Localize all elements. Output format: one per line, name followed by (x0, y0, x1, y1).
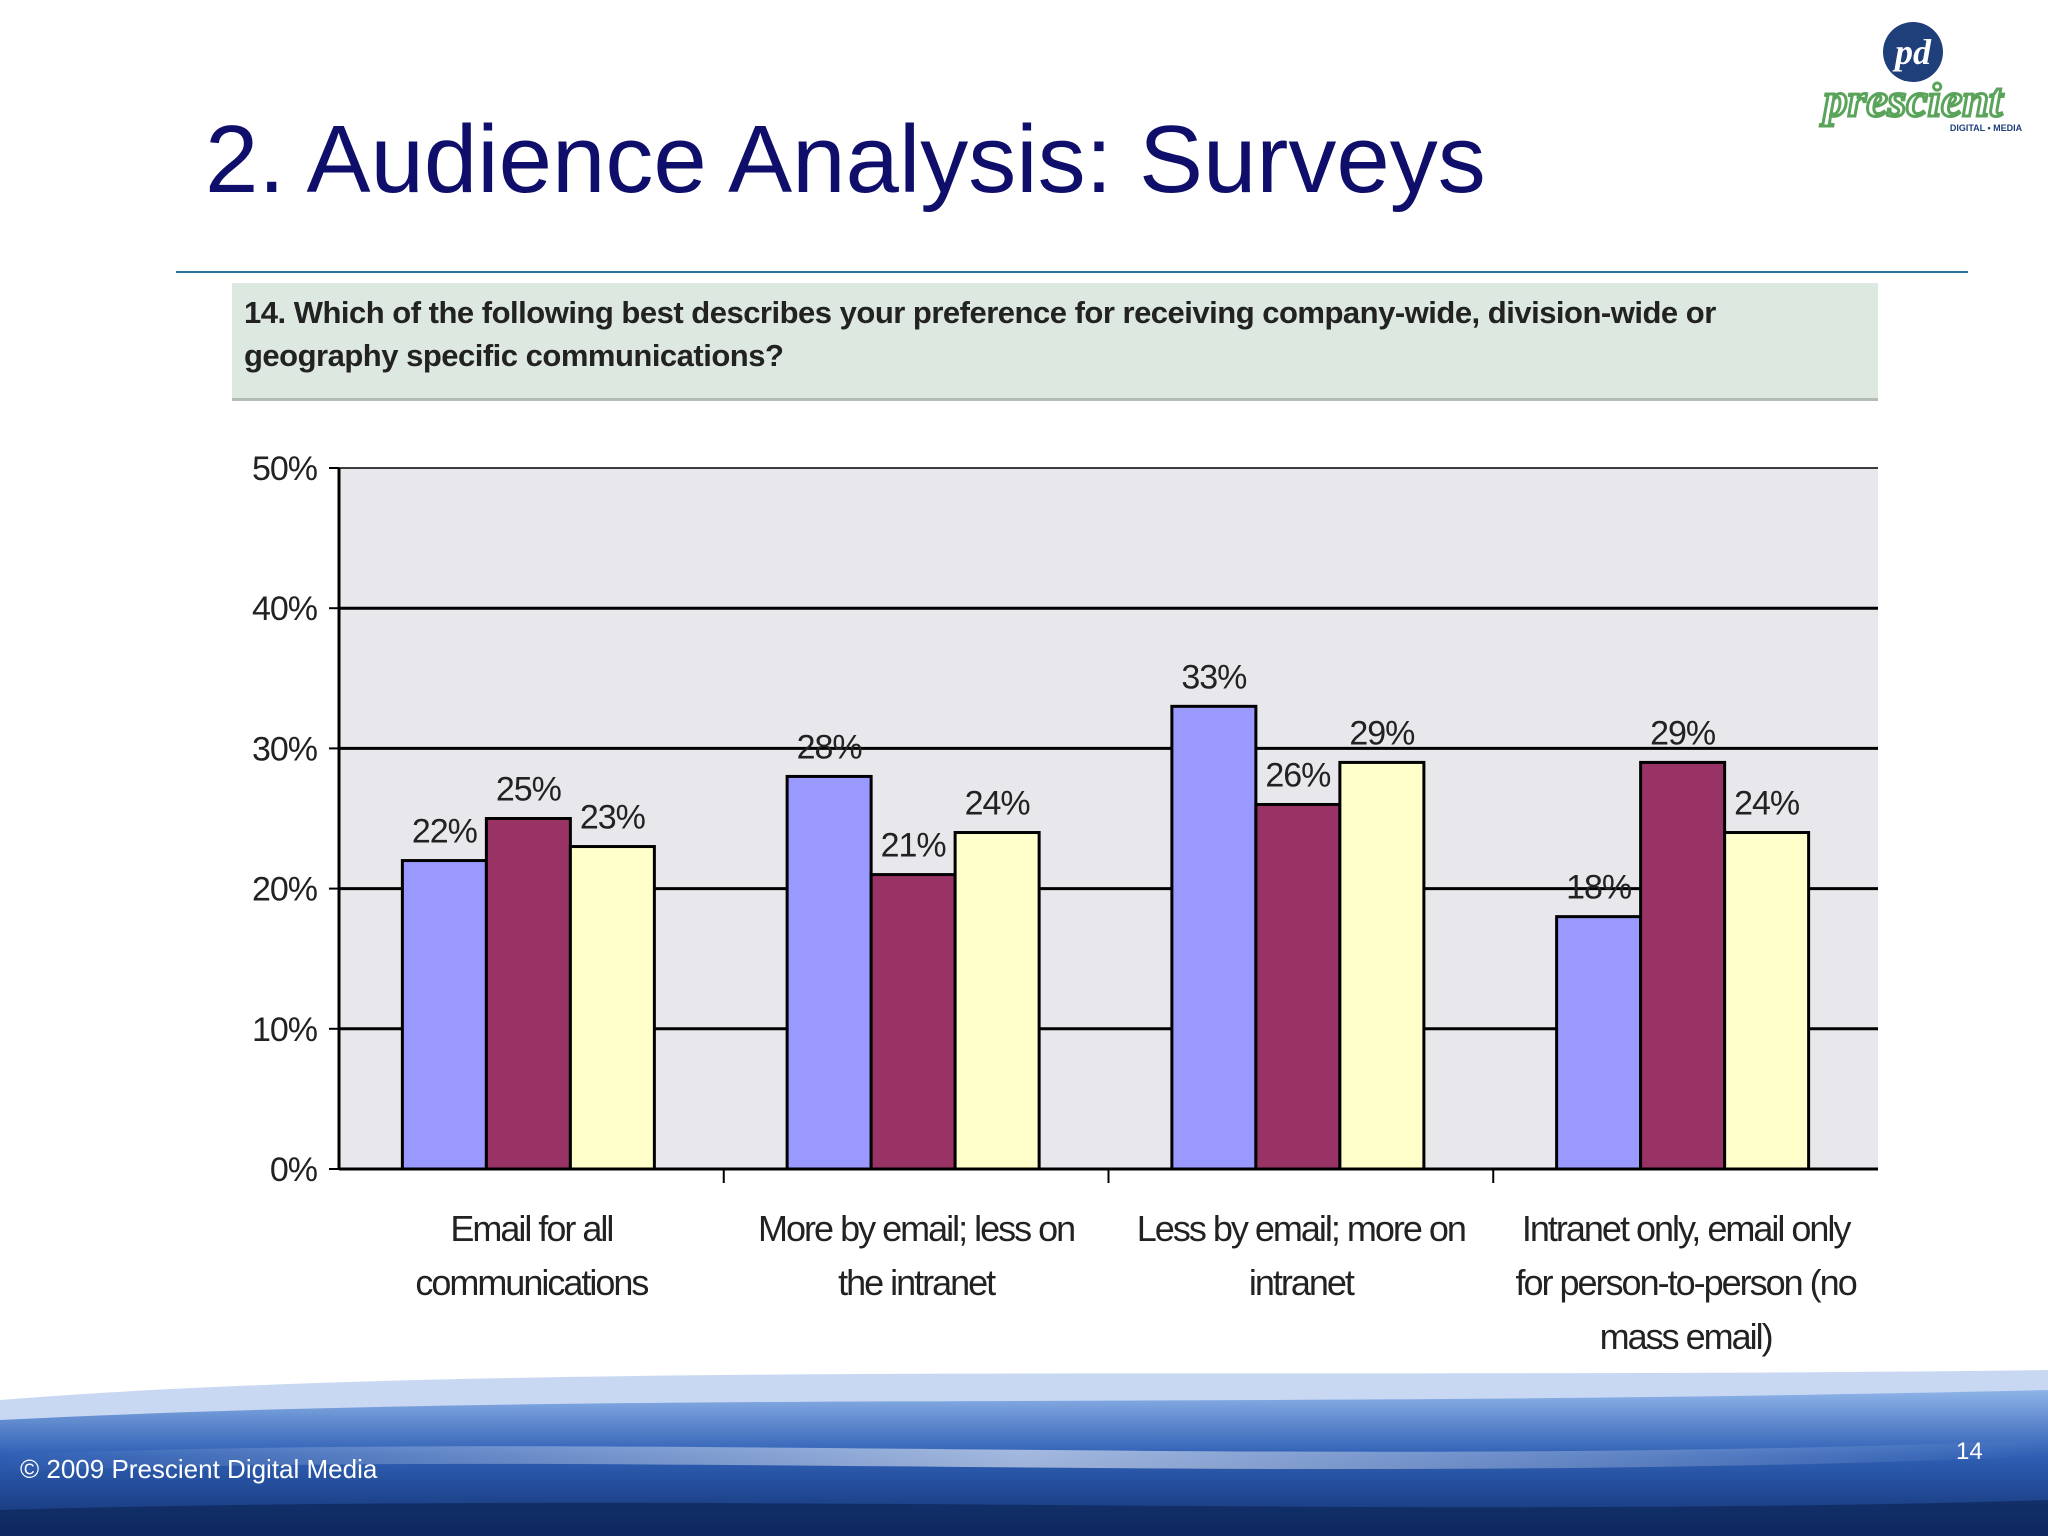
y-tick-label: 0% (270, 1151, 318, 1189)
bar (1555, 915, 1643, 1171)
y-tick-label: 10% (252, 1011, 318, 1049)
question-banner: 14. Which of the following best describe… (232, 283, 1878, 401)
data-label: 28% (797, 728, 863, 766)
data-label: 29% (1650, 714, 1716, 752)
x-category-label: for person-to-person (no (1516, 1262, 1857, 1303)
data-label: 22% (412, 813, 478, 851)
logo-mark-circle (1883, 22, 1943, 82)
data-label: 29% (1349, 714, 1415, 752)
bar (1723, 831, 1811, 1171)
x-category-label: the intranet (838, 1262, 996, 1303)
x-category-label: Email for all (450, 1208, 612, 1249)
bar (785, 774, 873, 1171)
x-category-label: mass email) (1600, 1316, 1772, 1357)
y-tick-label: 40% (252, 590, 318, 628)
prescient-logo: pd prescient DIGITAL • MEDIA (1818, 22, 2023, 133)
logo-wordmark: prescient (1820, 74, 2004, 127)
data-label: 26% (1265, 756, 1331, 794)
x-category-label: intranet (1249, 1262, 1355, 1303)
y-tick-label: 20% (252, 871, 318, 909)
bar (1639, 760, 1727, 1171)
y-tick-label: 50% (252, 450, 318, 488)
x-category-label: More by email; less on (758, 1208, 1074, 1249)
bar (953, 831, 1041, 1171)
bar (400, 859, 488, 1171)
data-label: 24% (965, 785, 1031, 823)
bar (1170, 704, 1258, 1171)
data-label: 24% (1734, 785, 1800, 823)
footer-wave (0, 1370, 2048, 1536)
bar (869, 873, 957, 1171)
bar (1338, 760, 1426, 1171)
chart-panel: 0% 10% 20% 30% 40% 50% 22% 25% 23% Email for all c… (232, 404, 1878, 1364)
data-label: 18% (1566, 869, 1632, 907)
bar (484, 817, 572, 1171)
data-label: 23% (580, 799, 646, 837)
x-category-label: Intranet only, email only (1522, 1208, 1852, 1249)
title-divider (176, 271, 1968, 273)
data-label: 25% (496, 771, 562, 809)
data-label: 33% (1181, 658, 1247, 696)
slide-title: 2. Audience Analysis: Surveys (205, 106, 1486, 213)
logo-initials: pd (1892, 32, 1932, 72)
bar (1254, 802, 1342, 1171)
data-label: 21% (881, 827, 947, 865)
bar (568, 845, 656, 1171)
y-tick-label: 30% (252, 730, 318, 768)
logo-tagline: DIGITAL • MEDIA (1950, 123, 2023, 133)
page-number: 14 (1956, 1438, 1983, 1465)
copyright-notice: © 2009 Prescient Digital Media (20, 1454, 378, 1484)
bar-chart: 0% 10% 20% 30% 40% 50% 22% 25% 23% Email for all c… (252, 450, 1878, 1357)
x-category-label: communications (415, 1262, 648, 1303)
x-category-label: Less by email; more on (1137, 1208, 1465, 1249)
